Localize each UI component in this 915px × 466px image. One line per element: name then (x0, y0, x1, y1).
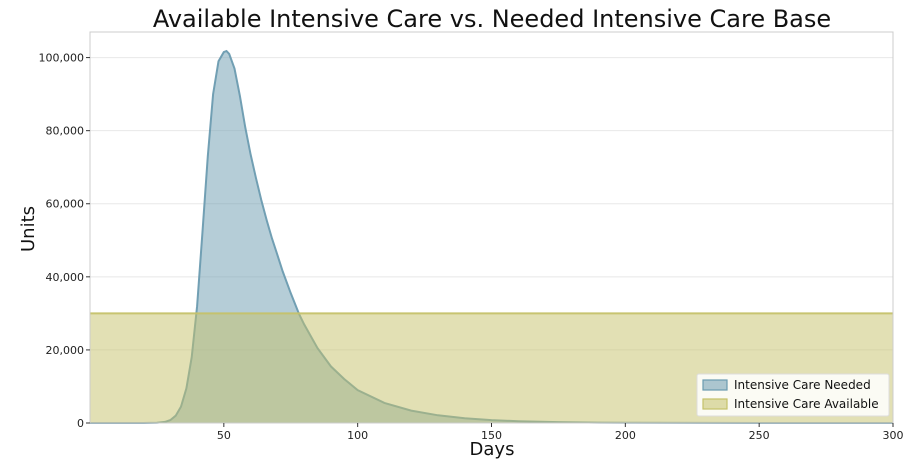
y-axis-label: Units (18, 206, 39, 252)
y-tick-label-3: 60,000 (46, 198, 85, 211)
axis-ticks: 50 100 150 200 250 300 0 20,000 40,000 60,000 80,0… (39, 52, 904, 442)
legend-box (696, 373, 890, 417)
y-tick-label-0: 0 (77, 417, 84, 430)
x-tick-label-3: 200 (615, 429, 636, 442)
plot-areas (90, 49, 893, 424)
legend-swatch-needed (702, 379, 728, 391)
x-axis-label: Days (470, 439, 515, 460)
y-tick-label-1: 20,000 (46, 344, 85, 357)
x-tick-label-4: 250 (749, 429, 770, 442)
x-tick-label-2: 150 (481, 429, 502, 442)
y-tick-label-2: 40,000 (46, 271, 85, 284)
x-tick-label-0: 50 (217, 429, 231, 442)
chart-title: Available Intensive Care vs. Needed Inte… (153, 5, 831, 33)
x-tick-label-1: 100 (347, 429, 368, 442)
legend-label-needed: Intensive Care Needed (734, 378, 871, 392)
legend-label-available: Intensive Care Available (734, 397, 879, 411)
y-tick-label-4: 80,000 (46, 125, 85, 138)
legend: Intensive Care Needed Intensive Care Ava… (696, 373, 890, 417)
y-tick-label-5: 100,000 (39, 52, 85, 65)
legend-swatch-available (702, 398, 728, 410)
area-fill-available (90, 313, 893, 423)
x-tick-label-5: 300 (883, 429, 904, 442)
